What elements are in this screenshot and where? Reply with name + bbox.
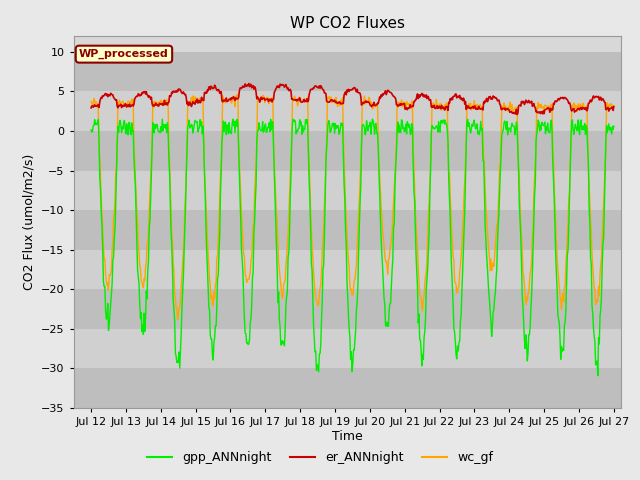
gpp_ANNnight	[594, 373, 602, 379]
Bar	[74, 250, 621, 289]
er_ANNnight	[150, 103, 158, 109]
Legend: gpp_ANNnight, er_ANNnight, wc_gf: gpp_ANNnight, er_ANNnight, wc_gf	[142, 446, 498, 469]
Bar	[74, 210, 621, 250]
wc_gf	[610, 103, 618, 109]
er_ANNnight	[204, 87, 211, 93]
er_ANNnight	[417, 92, 424, 98]
Bar	[74, 369, 621, 408]
Bar	[74, 289, 621, 329]
wc_gf	[417, 295, 425, 301]
Bar	[74, 170, 621, 210]
Bar	[74, 131, 621, 170]
wc_gf	[87, 98, 95, 104]
Line: er_ANNnight: er_ANNnight	[91, 84, 614, 115]
gpp_ANNnight	[97, 187, 104, 192]
wc_gf	[150, 98, 158, 104]
Text: WP_processed: WP_processed	[79, 49, 169, 60]
gpp_ANNnight	[610, 123, 618, 129]
er_ANNnight	[231, 97, 239, 103]
wc_gf	[97, 173, 104, 179]
er_ANNnight	[245, 81, 253, 86]
Bar	[74, 91, 621, 131]
X-axis label: Time: Time	[332, 430, 363, 443]
Y-axis label: CO2 Flux (umol/m2/s): CO2 Flux (umol/m2/s)	[22, 154, 35, 290]
wc_gf	[433, 96, 440, 102]
Bar	[74, 329, 621, 369]
er_ANNnight	[610, 104, 618, 109]
gpp_ANNnight	[432, 124, 440, 130]
wc_gf	[173, 317, 181, 323]
wc_gf	[232, 93, 239, 99]
gpp_ANNnight	[231, 130, 239, 135]
gpp_ANNnight	[417, 337, 424, 343]
wc_gf	[234, 92, 241, 97]
er_ANNnight	[87, 105, 95, 111]
gpp_ANNnight	[87, 127, 95, 133]
Title: WP CO2 Fluxes: WP CO2 Fluxes	[290, 16, 404, 31]
wc_gf	[204, 250, 212, 256]
Line: wc_gf: wc_gf	[91, 95, 614, 320]
er_ANNnight	[432, 106, 440, 111]
Bar	[74, 52, 621, 91]
gpp_ANNnight	[204, 264, 211, 270]
gpp_ANNnight	[369, 116, 376, 122]
gpp_ANNnight	[150, 130, 158, 136]
er_ANNnight	[513, 112, 521, 118]
Line: gpp_ANNnight: gpp_ANNnight	[91, 119, 614, 376]
er_ANNnight	[97, 96, 104, 102]
